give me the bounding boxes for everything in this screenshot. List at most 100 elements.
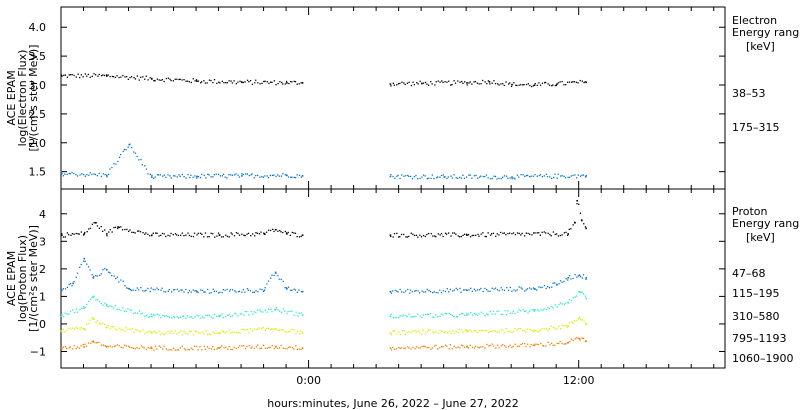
electron-point bbox=[212, 176, 214, 178]
electron-point bbox=[545, 81, 547, 84]
electron-point bbox=[127, 78, 129, 80]
electron-point bbox=[581, 174, 583, 176]
proton-point bbox=[96, 225, 99, 227]
proton-point bbox=[241, 233, 243, 235]
proton-point bbox=[145, 348, 148, 351]
electron-point bbox=[541, 82, 544, 84]
proton-point bbox=[545, 328, 547, 330]
proton-point bbox=[401, 291, 403, 293]
proton-point bbox=[532, 287, 535, 289]
proton-point bbox=[576, 203, 578, 205]
proton-point bbox=[406, 236, 408, 238]
electron-point bbox=[584, 81, 586, 83]
proton-point bbox=[554, 304, 556, 306]
proton-point bbox=[534, 308, 536, 311]
electron-point bbox=[192, 176, 194, 179]
proton-point bbox=[577, 275, 580, 277]
proton-point bbox=[547, 306, 549, 309]
electron-point bbox=[290, 176, 292, 178]
proton-point bbox=[400, 347, 403, 349]
electron-point bbox=[257, 174, 259, 176]
electron-point bbox=[79, 174, 81, 176]
proton-point bbox=[572, 277, 574, 280]
electron-point bbox=[189, 176, 191, 179]
proton-point bbox=[167, 234, 169, 236]
proton-point bbox=[238, 234, 241, 236]
electron-point bbox=[235, 83, 237, 85]
proton-point bbox=[442, 345, 444, 348]
electron-point bbox=[136, 155, 138, 158]
electron-point bbox=[151, 176, 153, 178]
electron-point bbox=[285, 80, 288, 83]
proton-point bbox=[451, 348, 453, 350]
proton-point bbox=[433, 332, 435, 334]
proton-point bbox=[247, 232, 250, 234]
proton-point bbox=[93, 222, 95, 224]
proton-point bbox=[280, 311, 283, 313]
proton-point bbox=[293, 232, 295, 234]
proton-point bbox=[158, 235, 160, 237]
electron-point bbox=[300, 82, 302, 84]
electron-point bbox=[254, 82, 256, 84]
electron-point bbox=[511, 176, 513, 178]
proton-point bbox=[449, 344, 451, 346]
proton-point bbox=[466, 312, 468, 314]
electron-point bbox=[476, 82, 478, 84]
proton-point bbox=[394, 317, 396, 319]
proton-point bbox=[392, 316, 394, 319]
electron-point bbox=[156, 78, 158, 80]
electron-point bbox=[431, 174, 433, 176]
proton-point bbox=[497, 344, 499, 346]
electron-point bbox=[500, 83, 502, 85]
electron-point bbox=[242, 81, 245, 84]
proton-point bbox=[103, 323, 106, 326]
electron-point bbox=[397, 174, 399, 177]
proton-point bbox=[513, 289, 515, 291]
proton-point bbox=[507, 310, 509, 312]
electron-legend-units: [keV] bbox=[746, 40, 775, 53]
proton-point bbox=[206, 236, 209, 238]
electron-point bbox=[293, 80, 295, 82]
proton-point bbox=[280, 231, 282, 233]
proton-point bbox=[181, 345, 183, 347]
proton-point bbox=[180, 330, 182, 332]
proton-point bbox=[391, 290, 394, 292]
proton-point bbox=[93, 341, 95, 343]
proton-legend-subtitle: Energy ranges bbox=[732, 217, 800, 230]
electron-point bbox=[157, 174, 160, 176]
proton-point bbox=[472, 314, 474, 316]
electron-point bbox=[251, 173, 253, 175]
x-tick-label: 12:00 bbox=[563, 374, 595, 387]
proton-point bbox=[551, 286, 553, 288]
electron-point bbox=[571, 81, 573, 83]
proton-point bbox=[129, 328, 131, 330]
electron-point bbox=[477, 177, 479, 179]
proton-point bbox=[531, 234, 533, 236]
proton-point bbox=[390, 349, 393, 351]
proton-point bbox=[62, 288, 64, 290]
proton-point bbox=[228, 290, 231, 292]
proton-point bbox=[411, 291, 413, 293]
proton-point bbox=[189, 316, 191, 318]
electron-point bbox=[393, 84, 395, 86]
proton-point bbox=[176, 349, 178, 351]
proton-point bbox=[176, 333, 178, 335]
proton-point bbox=[162, 348, 164, 350]
proton-point bbox=[246, 310, 248, 313]
proton-point bbox=[158, 345, 160, 347]
electron-point bbox=[213, 79, 216, 81]
proton-point bbox=[254, 235, 256, 237]
proton-point bbox=[262, 326, 264, 329]
proton-point bbox=[477, 233, 479, 236]
proton-point bbox=[253, 291, 255, 293]
electron-point bbox=[294, 177, 297, 179]
proton-point bbox=[104, 229, 106, 231]
proton-point bbox=[444, 290, 447, 293]
proton-point bbox=[556, 328, 558, 330]
proton-point bbox=[267, 229, 270, 231]
proton-point bbox=[201, 349, 203, 351]
electron-point bbox=[556, 177, 558, 179]
proton-point bbox=[199, 317, 202, 319]
proton-point bbox=[489, 344, 491, 346]
proton-point bbox=[227, 348, 229, 350]
